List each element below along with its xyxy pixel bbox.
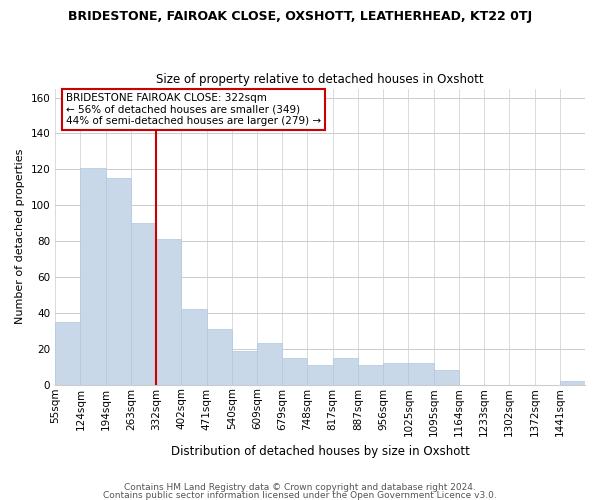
Bar <box>131 223 156 384</box>
Y-axis label: Number of detached properties: Number of detached properties <box>15 149 25 324</box>
X-axis label: Distribution of detached houses by size in Oxshott: Distribution of detached houses by size … <box>170 444 470 458</box>
Text: BRIDESTONE FAIROAK CLOSE: 322sqm
← 56% of detached houses are smaller (349)
44% : BRIDESTONE FAIROAK CLOSE: 322sqm ← 56% o… <box>66 93 321 126</box>
Bar <box>181 310 206 384</box>
Bar <box>409 363 434 384</box>
Text: Contains public sector information licensed under the Open Government Licence v3: Contains public sector information licen… <box>103 491 497 500</box>
Title: Size of property relative to detached houses in Oxshott: Size of property relative to detached ho… <box>156 73 484 86</box>
Bar <box>434 370 459 384</box>
Bar <box>232 350 257 384</box>
Bar <box>560 381 585 384</box>
Bar <box>156 240 181 384</box>
Bar <box>80 168 106 384</box>
Bar <box>307 365 332 384</box>
Bar <box>358 365 383 384</box>
Bar <box>383 363 409 384</box>
Bar <box>55 322 80 384</box>
Bar <box>332 358 358 384</box>
Bar <box>206 329 232 384</box>
Bar <box>282 358 307 384</box>
Bar <box>106 178 131 384</box>
Text: Contains HM Land Registry data © Crown copyright and database right 2024.: Contains HM Land Registry data © Crown c… <box>124 484 476 492</box>
Text: BRIDESTONE, FAIROAK CLOSE, OXSHOTT, LEATHERHEAD, KT22 0TJ: BRIDESTONE, FAIROAK CLOSE, OXSHOTT, LEAT… <box>68 10 532 23</box>
Bar <box>257 344 282 384</box>
